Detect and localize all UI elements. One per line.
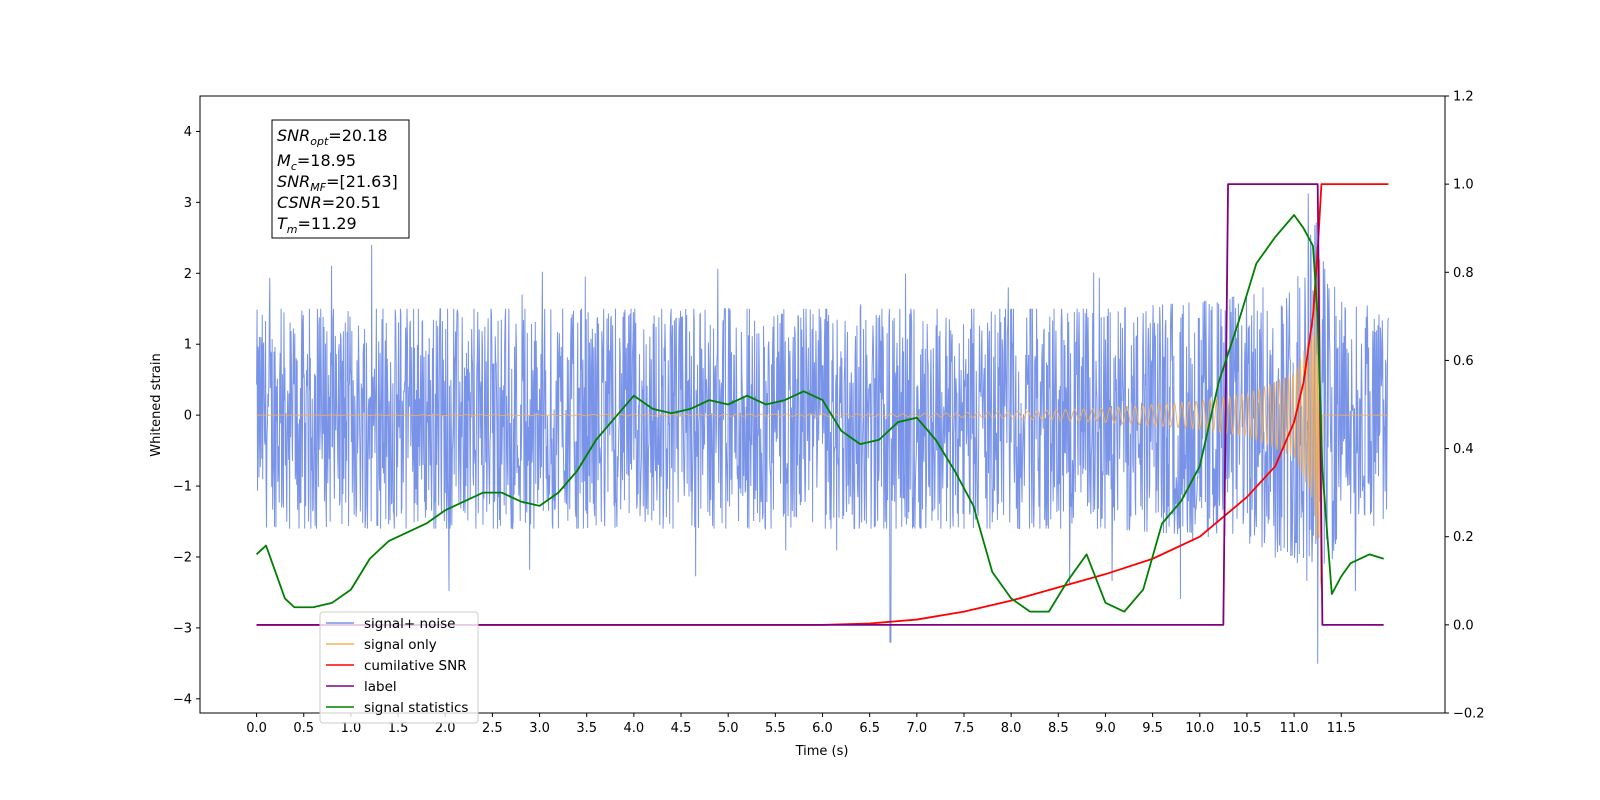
y-left-tick-label: −3 bbox=[173, 621, 192, 636]
x-tick-label: 6.5 bbox=[859, 721, 880, 736]
y-left-tick-label: −1 bbox=[173, 480, 192, 495]
legend-entry-signal-statistics: signal statistics bbox=[326, 700, 468, 716]
info-tm: Tm=11.29 bbox=[277, 214, 357, 236]
x-tick-label: 7.0 bbox=[906, 721, 927, 736]
y-right-tick-label: 0.4 bbox=[1453, 442, 1474, 457]
info-snr-mf: SNRMF=[21.63] bbox=[277, 172, 398, 194]
y-axis-left-label: Whitened strain bbox=[149, 353, 164, 456]
x-tick-label: 7.5 bbox=[954, 721, 975, 736]
x-tick-label: 10.0 bbox=[1185, 721, 1214, 736]
x-tick-label: 2.5 bbox=[482, 721, 503, 736]
x-tick-label: 5.5 bbox=[765, 721, 786, 736]
x-axis: 0.0 0.5 1.0 1.5 2.0 2.5 3.0 3.5 4.0 4.5 5.0 5.5 6.0 6… bbox=[246, 713, 1356, 736]
info-mc: Mc=18.95 bbox=[277, 151, 356, 173]
x-axis-label: Time (s) bbox=[795, 744, 849, 759]
y-right-tick-label: 0.6 bbox=[1453, 354, 1474, 369]
series-signal-only bbox=[256, 259, 1389, 590]
info-snr-opt: SNRopt=20.18 bbox=[277, 126, 388, 148]
series-signal-statistics bbox=[255, 214, 1384, 613]
legend: signal+ noise signal only cumilative SNR… bbox=[319, 611, 479, 724]
x-tick-label: 5.0 bbox=[718, 721, 739, 736]
y-right-tick-label: 1.2 bbox=[1453, 90, 1474, 105]
x-tick-label: 3.5 bbox=[576, 721, 597, 736]
series-cumulative-snr bbox=[256, 183, 1389, 626]
x-tick-label: 9.5 bbox=[1142, 721, 1163, 736]
x-tick-label: 2.0 bbox=[435, 721, 456, 736]
y-left-tick-label: −2 bbox=[173, 550, 192, 565]
legend-frame bbox=[319, 611, 479, 724]
legend-label-signal-statistics: signal statistics bbox=[364, 700, 468, 716]
y-right-tick-label: 0.0 bbox=[1453, 618, 1474, 633]
legend-entry-signal-noise: signal+ noise bbox=[326, 616, 455, 632]
x-tick-label: 11.0 bbox=[1280, 721, 1309, 736]
legend-entry-signal-only: signal only bbox=[326, 637, 437, 653]
info-box-frame bbox=[271, 119, 410, 239]
y-right-tick-label: 0.2 bbox=[1453, 530, 1474, 545]
x-tick-label: 8.0 bbox=[1001, 721, 1022, 736]
series-layer bbox=[255, 183, 1389, 664]
x-tick-label: 4.0 bbox=[624, 721, 645, 736]
y-left-tick-label: 0 bbox=[184, 409, 192, 424]
info-csnr: CSNR=20.51 bbox=[277, 193, 381, 212]
y-right-tick-label: 1.0 bbox=[1453, 178, 1474, 193]
info-box: SNRopt=20.18 Mc=18.95 SNRMF=[21.63] CSNR… bbox=[271, 119, 410, 239]
x-tick-label: 4.5 bbox=[671, 721, 692, 736]
x-tick-label: 3.0 bbox=[529, 721, 550, 736]
y-left-tick-label: 4 bbox=[184, 125, 192, 140]
y-right-tick-label: 0.8 bbox=[1453, 266, 1474, 281]
legend-entry-cumulative-snr: cumilative SNR bbox=[326, 658, 467, 674]
x-tick-label: 6.0 bbox=[812, 721, 833, 736]
y-right-tick-label: −0.2 bbox=[1453, 707, 1485, 722]
legend-label-cumulative-snr: cumilative SNR bbox=[364, 658, 467, 674]
x-tick-label: 10.5 bbox=[1232, 721, 1261, 736]
x-tick-label: 1.0 bbox=[341, 721, 362, 736]
legend-label-label: label bbox=[364, 679, 397, 695]
legend-label-signal-only: signal only bbox=[364, 637, 437, 653]
y-left-tick-label: 1 bbox=[184, 338, 192, 353]
x-tick-label: 8.5 bbox=[1048, 721, 1069, 736]
series-signal-noise bbox=[256, 193, 1389, 664]
y-left-tick-label: 3 bbox=[184, 196, 192, 211]
series-label bbox=[256, 183, 1384, 626]
x-tick-label: 0.5 bbox=[293, 721, 314, 736]
legend-entry-label: label bbox=[326, 679, 397, 695]
legend-label-signal-noise: signal+ noise bbox=[364, 616, 455, 632]
y-left-tick-label: 2 bbox=[184, 267, 192, 282]
x-tick-label: 1.5 bbox=[388, 721, 409, 736]
x-tick-label: 0.0 bbox=[246, 721, 267, 736]
y-axis-right: 1.2 1.0 0.8 0.6 0.4 0.2 0.0 −0.2 bbox=[1445, 90, 1485, 722]
y-axis-left: 4 3 2 1 0 −1 −2 −3 −4 bbox=[173, 125, 200, 707]
x-tick-label: 9.0 bbox=[1095, 721, 1116, 736]
y-left-tick-label: −4 bbox=[173, 692, 192, 707]
x-tick-label: 11.5 bbox=[1327, 721, 1356, 736]
